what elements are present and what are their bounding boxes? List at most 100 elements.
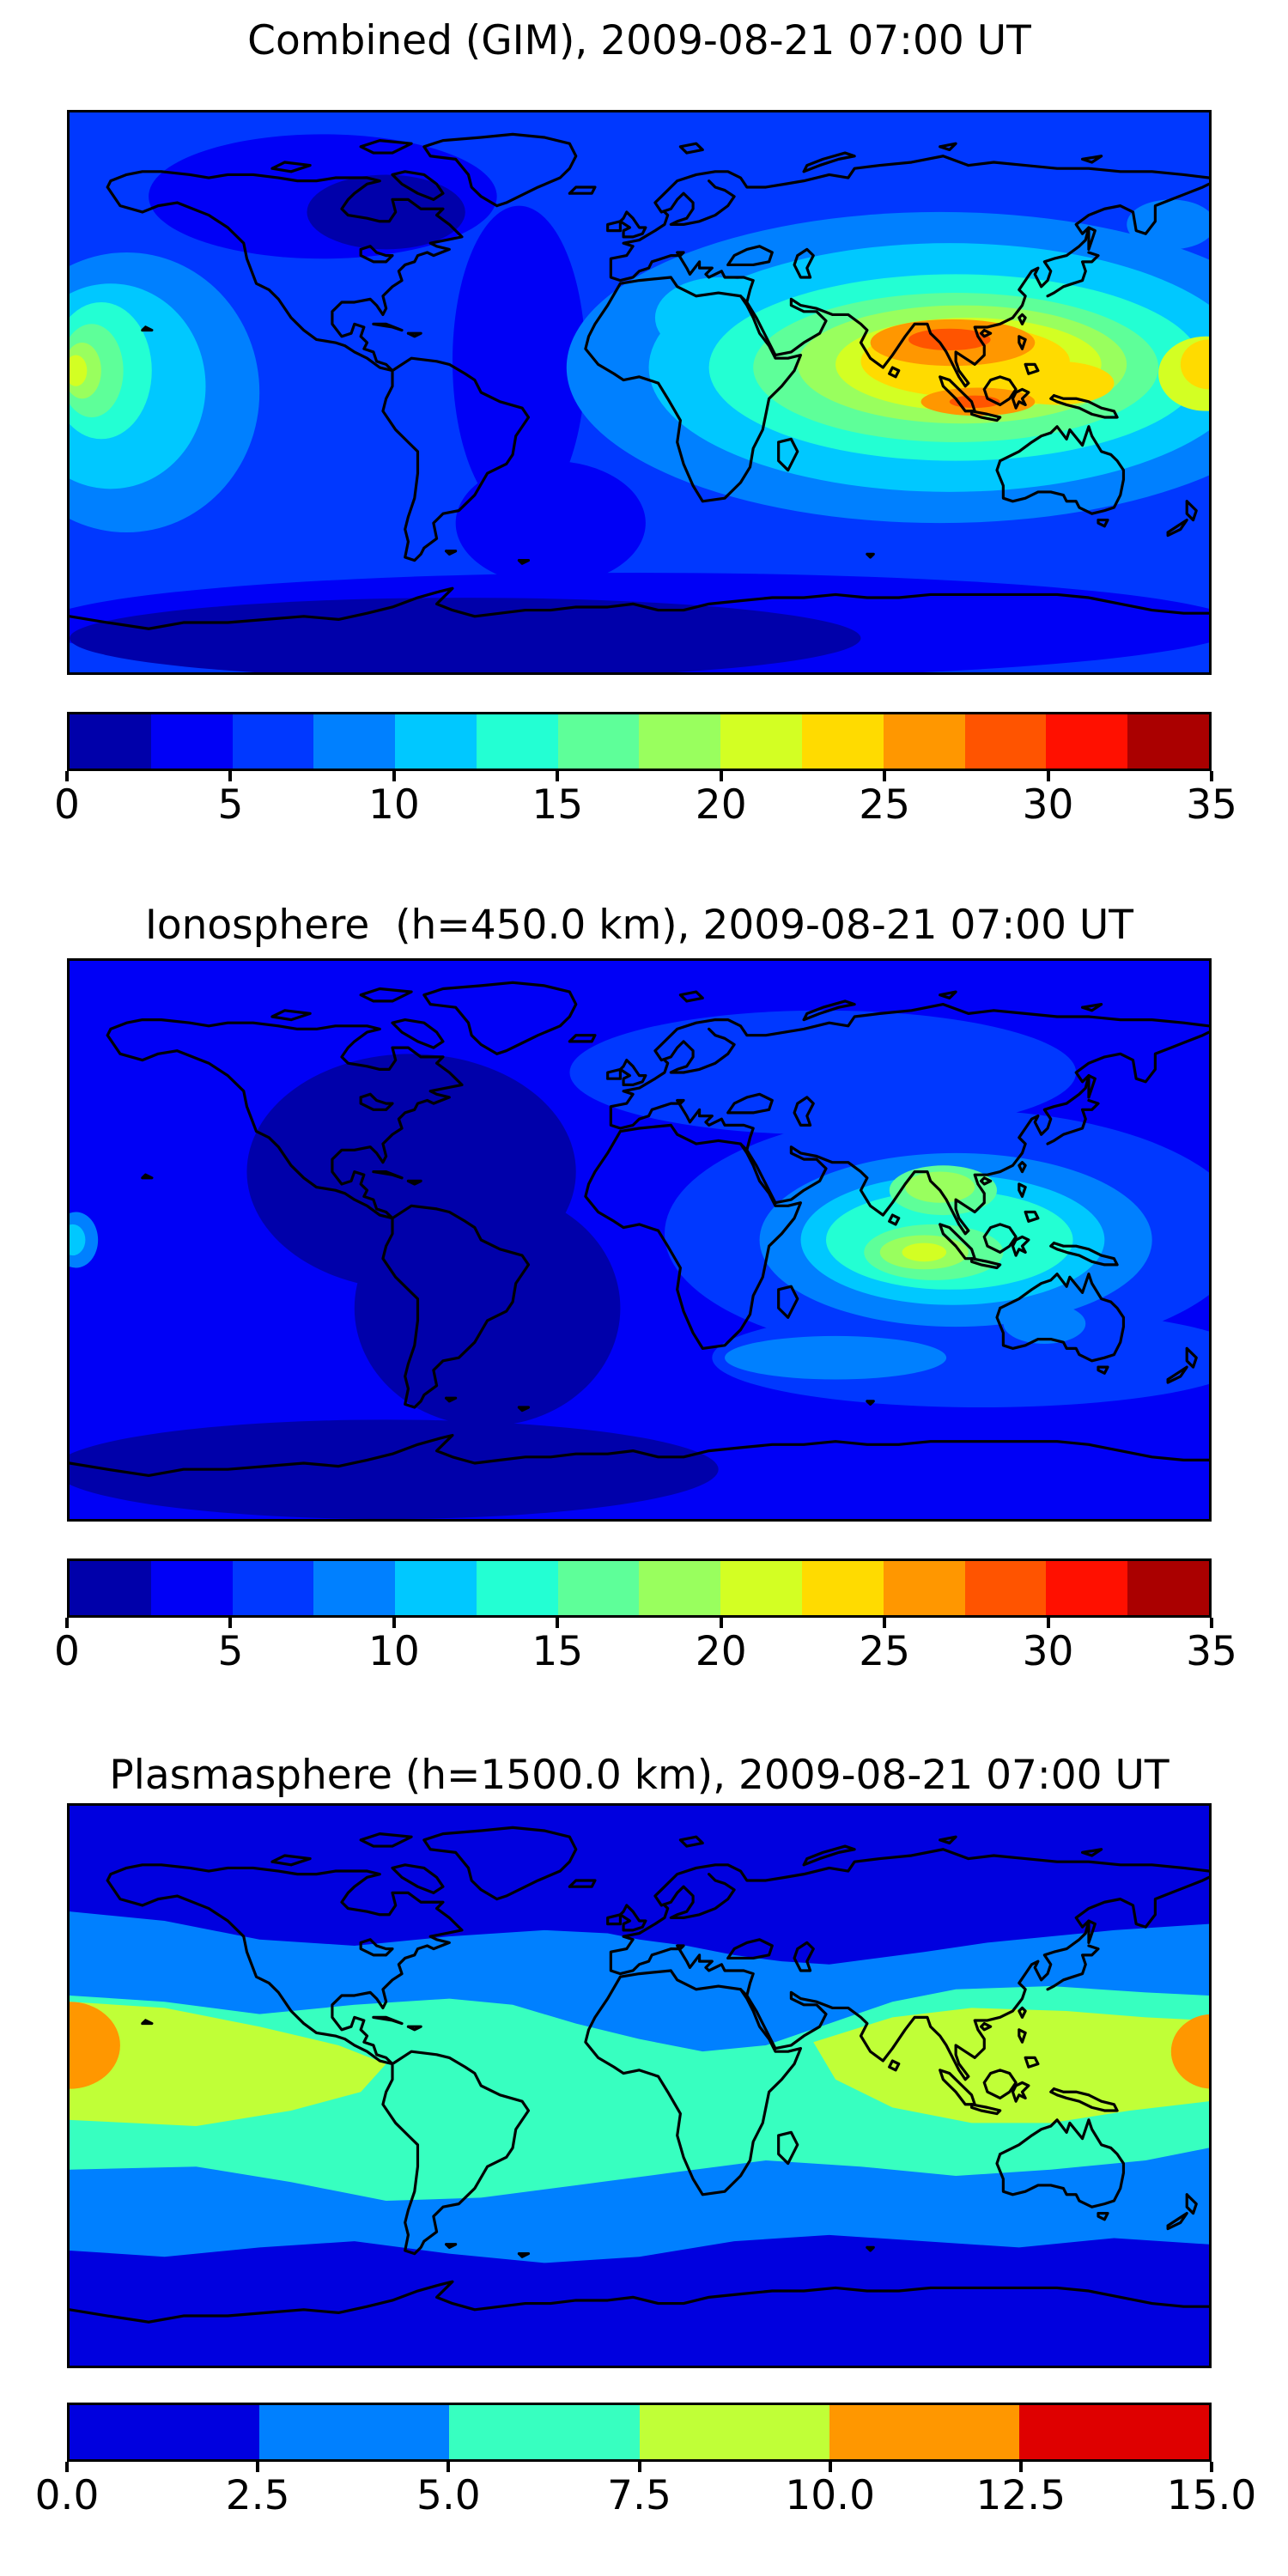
coastline <box>359 138 413 155</box>
coastline <box>995 425 1126 515</box>
coastline <box>1097 1365 1109 1375</box>
coastline <box>609 1059 755 1151</box>
colorbar-tick-mark <box>556 1618 560 1628</box>
contour-region <box>70 355 88 386</box>
coastline <box>982 375 1018 407</box>
colorbar-tick-mark <box>883 771 887 781</box>
coastline <box>777 437 799 472</box>
colorbar-segment <box>802 1561 884 1615</box>
coastline <box>982 2069 1018 2100</box>
colorbar-tick-label: 0 <box>54 1628 80 1675</box>
coastline <box>888 1213 901 1226</box>
contour-region <box>1127 199 1209 250</box>
coastline <box>606 1067 622 1080</box>
coastline <box>802 151 856 173</box>
colorbar-tick-mark <box>65 2462 69 2472</box>
contour-region <box>70 2002 120 2089</box>
colorbar-tick-label: 25 <box>859 1628 911 1675</box>
coastline <box>606 1913 622 1926</box>
colorbar-tick-mark <box>1210 771 1213 781</box>
coastline <box>1097 2211 1109 2221</box>
contour-region <box>354 1190 621 1426</box>
colorbar-segment <box>557 1561 640 1615</box>
coastline <box>372 2015 404 2026</box>
colorbar-tick-mark <box>719 771 723 781</box>
colorbar-ticks-plasmasphere <box>65 2462 1213 2472</box>
coastline <box>1185 500 1198 522</box>
coastline <box>1011 2081 1030 2103</box>
contour-region <box>712 1308 1209 1407</box>
coastline <box>609 210 755 304</box>
colorbar-tick-mark <box>228 771 233 781</box>
coastline <box>422 132 578 208</box>
colorbar-tick-mark <box>447 2462 451 2472</box>
coastline <box>678 1835 704 1848</box>
colorbar-segment <box>639 1561 721 1615</box>
colorbar-segment <box>476 1561 558 1615</box>
coastline <box>445 550 458 556</box>
colorbar-segment <box>829 2405 1019 2459</box>
coastline <box>866 552 875 559</box>
coastline <box>980 328 993 338</box>
colorbar-segment <box>1046 1561 1128 1615</box>
coastline <box>270 161 312 173</box>
coastline <box>270 1009 312 1022</box>
coastline <box>745 182 1209 388</box>
coastline <box>969 2103 1002 2116</box>
colorbar-segment <box>639 2405 829 2459</box>
coastline <box>445 2243 458 2249</box>
coastline <box>381 356 531 562</box>
contour-region <box>902 1242 947 1262</box>
coastline <box>745 1875 1209 2081</box>
colorbar-segment <box>964 714 1047 769</box>
colorbar-tick-mark <box>65 1618 69 1628</box>
coastline <box>406 331 422 338</box>
coastline <box>70 586 1209 630</box>
coastline <box>888 366 901 379</box>
colorbar-segment <box>150 1561 233 1615</box>
colorbar-tick-mark <box>1018 2462 1023 2472</box>
colorbar-segment <box>720 714 803 769</box>
colorbar-segment <box>150 714 233 769</box>
coastline <box>517 558 531 565</box>
panel-title-ionosphere: Ionosphere (h=450.0 km), 2009-08-21 07:0… <box>144 902 1134 949</box>
coastline <box>1018 1182 1027 1198</box>
colorbar-tick-labels-plasmasphere: 0.0 2.5 5.0 7.5 10.0 12.5 15.0 <box>35 2472 1257 2522</box>
coastline <box>793 1096 815 1127</box>
world-contour-map-plasmasphere <box>67 1803 1212 2368</box>
coastline <box>406 2025 422 2032</box>
colorbar-segment <box>232 714 314 769</box>
colorbar-tick-mark <box>228 1618 233 1628</box>
coastline <box>1011 387 1030 410</box>
coastline <box>745 1030 1209 1236</box>
colorbar-tick-label: 5 <box>217 781 244 829</box>
coastline <box>1018 335 1027 350</box>
coastline <box>1046 1098 1100 1145</box>
contour-region <box>1003 1303 1086 1344</box>
colorbar-segment <box>1127 1561 1209 1615</box>
coastline <box>1166 2211 1188 2231</box>
colorbar-tick-label: 7.5 <box>607 2472 671 2519</box>
coastline <box>980 2021 993 2032</box>
coastline <box>270 1854 312 1867</box>
coastline <box>802 999 856 1022</box>
coastline <box>678 142 704 155</box>
colorbar-tick-labels-combined: 0 5 10 15 20 25 30 35 <box>54 781 1237 831</box>
coastline <box>606 220 622 233</box>
colorbar-tick-label: 12.5 <box>975 2472 1066 2519</box>
colorbar-tick-label: 20 <box>695 781 747 829</box>
coastline <box>653 155 1209 227</box>
coastline <box>141 1173 154 1180</box>
colorbar-tick-label: 5.0 <box>416 2472 481 2519</box>
world-contour-map-ionosphere <box>67 958 1212 1522</box>
colorbar-segment <box>395 1561 477 1615</box>
coastline <box>106 1863 464 2066</box>
coastline <box>381 2050 531 2256</box>
coastline <box>1166 518 1188 538</box>
colorbar-tick-labels-ionosphere: 0 5 10 15 20 25 30 35 <box>54 1628 1237 1678</box>
colorbar-segment <box>802 714 884 769</box>
coastline <box>422 981 578 1055</box>
colorbar-segment <box>313 714 396 769</box>
colorbar-segment <box>232 1561 314 1615</box>
colorbar-tick-mark <box>637 2462 641 2472</box>
